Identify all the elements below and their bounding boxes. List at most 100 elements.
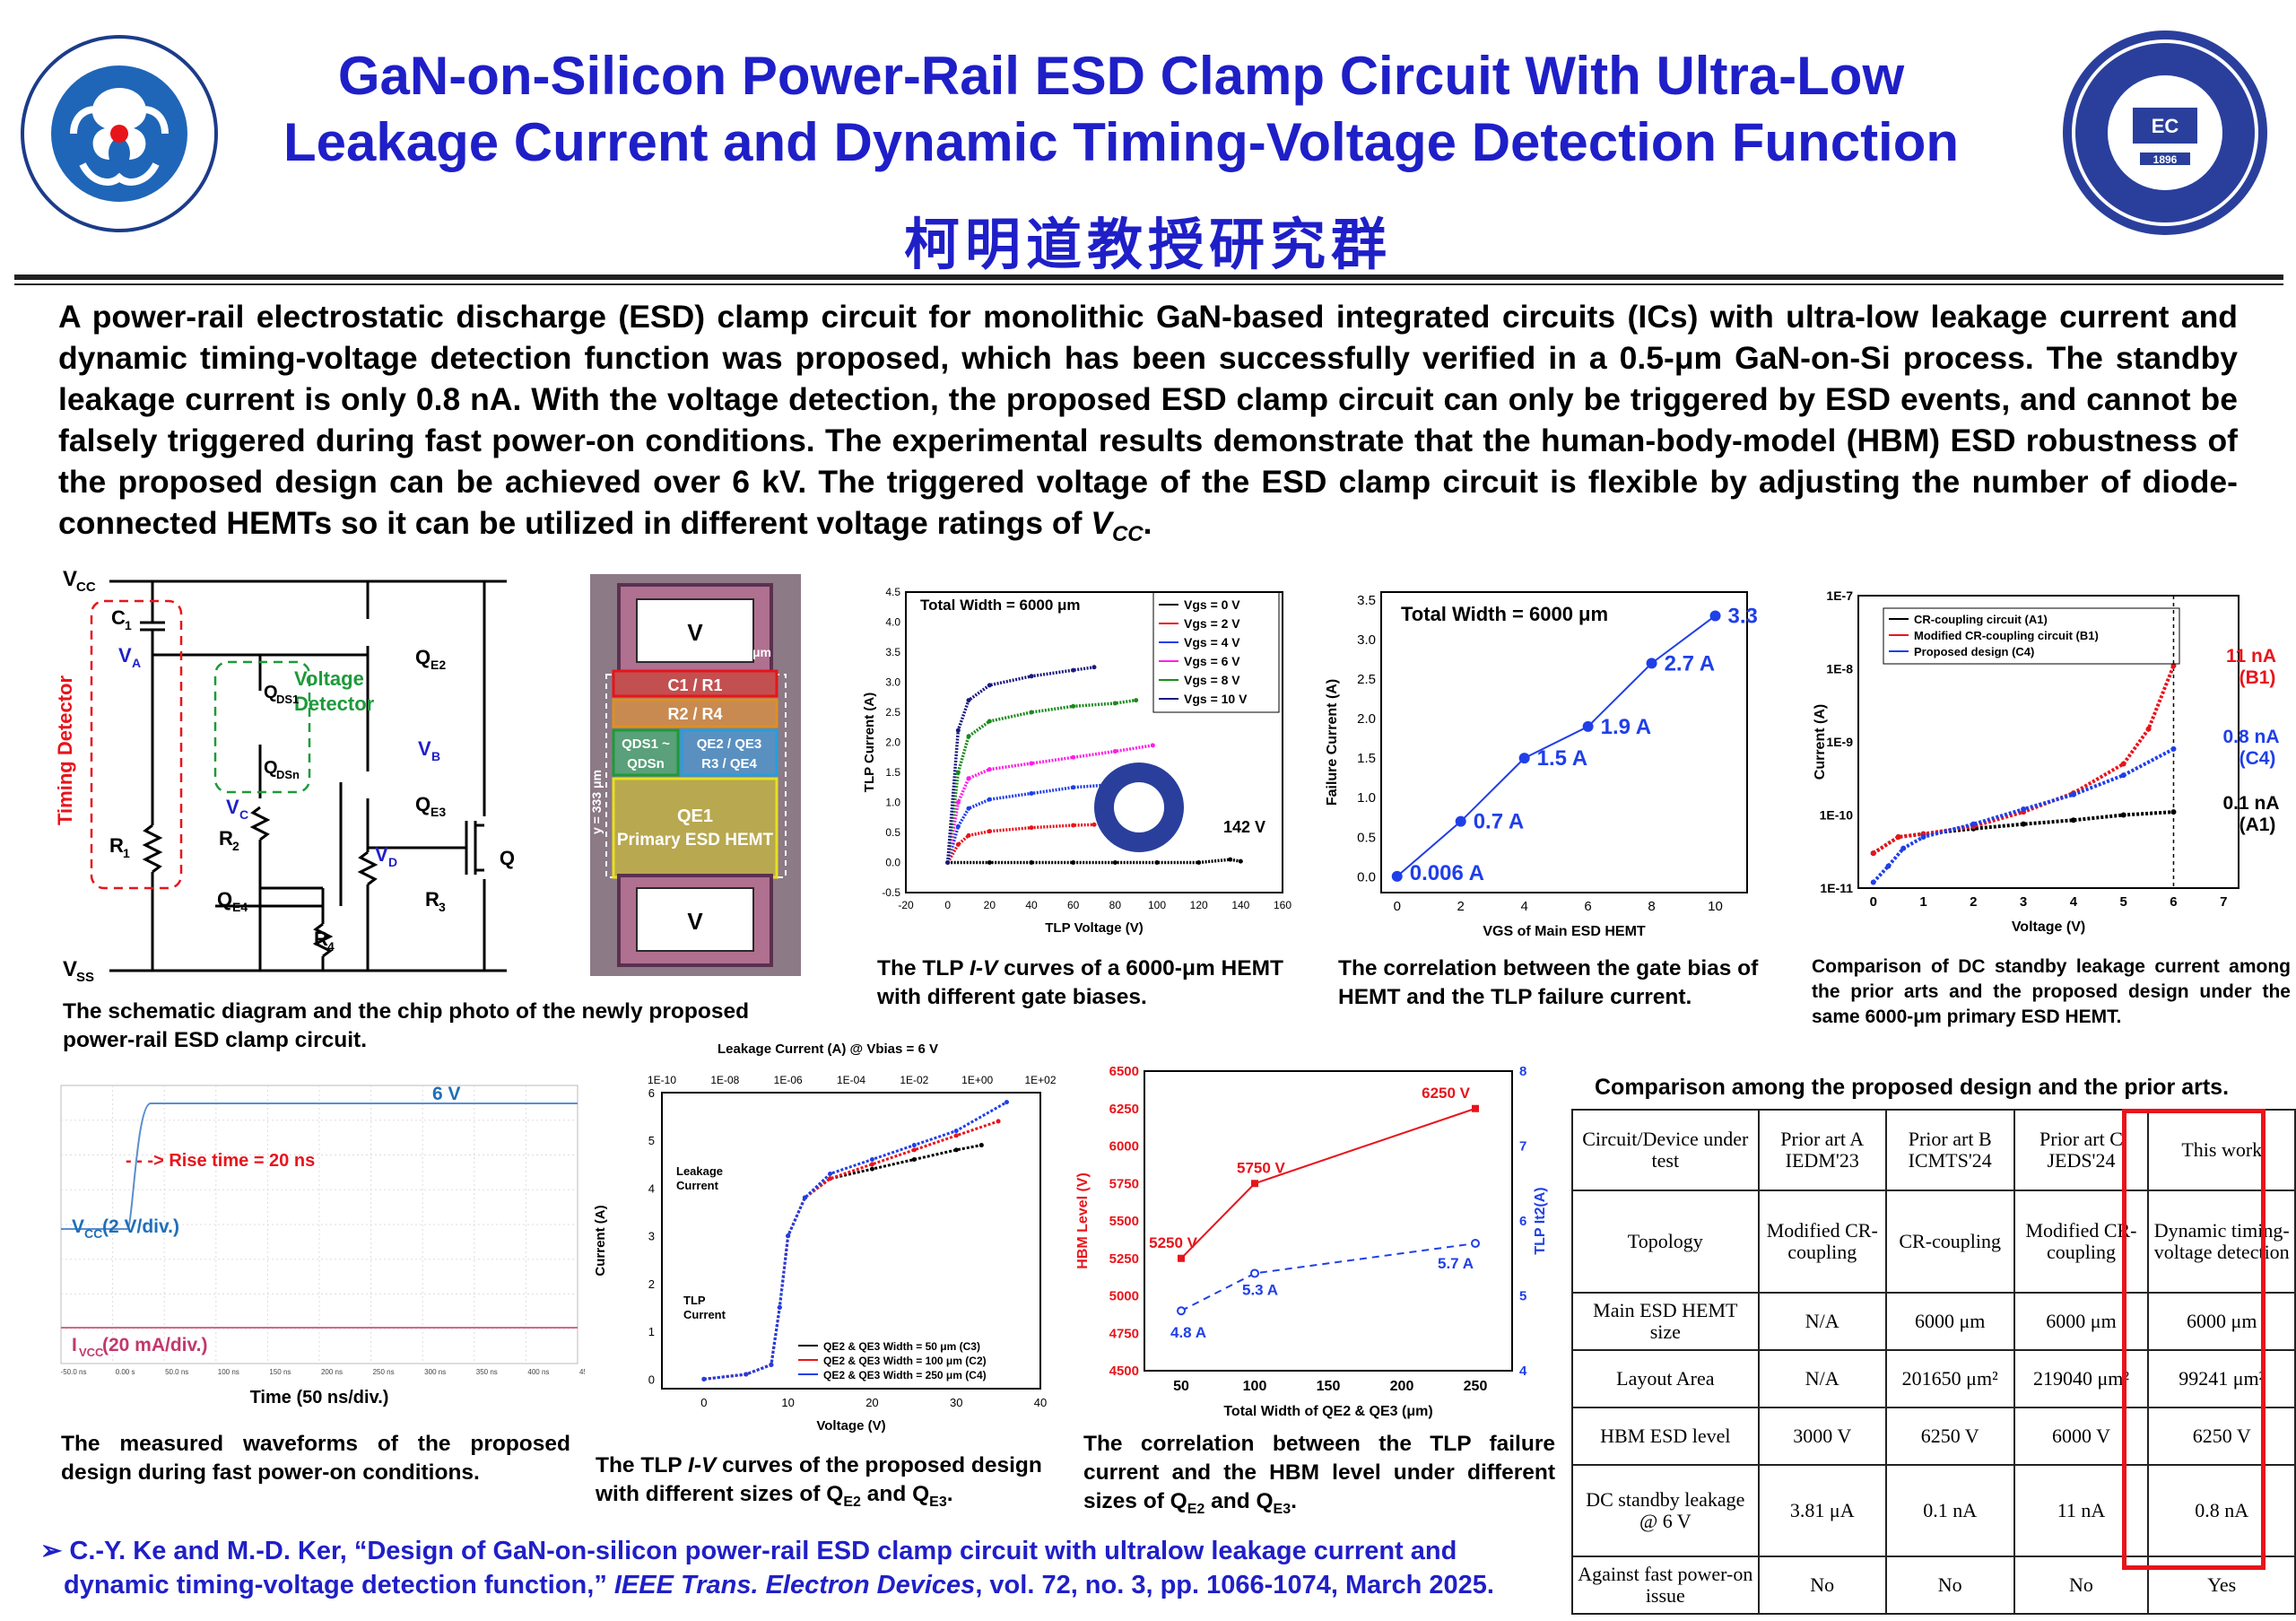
y-tick-label: 2.5: [1357, 672, 1376, 687]
abstract-text: A power-rail electrostatic discharge (ES…: [58, 299, 2238, 541]
data-point: [1029, 674, 1034, 679]
data-point: [777, 1305, 782, 1311]
data-label: 11 nA: [2226, 646, 2276, 667]
group-name: 柯明道教授研究群: [903, 212, 1392, 277]
data-point: [1391, 870, 1403, 882]
y-tick-label: 1E-10: [1820, 808, 1854, 823]
table-cell: DC standby leakage @ 6 V: [1571, 1464, 1760, 1557]
caption-failure: The correlation between the gate bias of…: [1338, 956, 1759, 1009]
data-point: [996, 1119, 1001, 1124]
svg-text:1896: 1896: [2153, 153, 2178, 166]
nycu-seal-icon: EC 1896: [2063, 31, 2267, 235]
legend-label: QE2 & QE3 Width = 50 μm (C3): [823, 1340, 980, 1353]
table-cell: 6000 μm: [1884, 1292, 2015, 1351]
plot-frame: [661, 1092, 1041, 1390]
data-point: [911, 1147, 917, 1153]
legend-label: CR-coupling circuit (A1): [1914, 613, 2048, 626]
data-point: [1029, 825, 1034, 831]
svg-text:1: 1: [125, 618, 132, 632]
y-tick-label: 3.0: [1357, 632, 1376, 648]
svg-text:R: R: [219, 827, 233, 850]
y-axis-label-left: HBM Level (V): [1075, 1172, 1091, 1269]
legend-label: QE2 & QE3 Width = 250 μm (C4): [823, 1369, 987, 1381]
table-cell: Modified CR-coupling: [1757, 1190, 1887, 1294]
top-tick-label: 1E+00: [961, 1074, 993, 1086]
y-axis-label: Failure Current (A): [1325, 679, 1340, 806]
data-point: [1112, 701, 1118, 706]
title-line-2: Leakage Current and Dynamic Timing-Volta…: [283, 112, 1960, 172]
x-tick-label: 4: [1520, 899, 1527, 914]
y-tick-label: 1.5: [885, 766, 900, 779]
abstract: A power-rail electrostatic discharge (ES…: [58, 299, 2238, 547]
reference-line-1: C.-Y. Ke and M.-D. Ker, “Design of GaN-o…: [69, 1537, 1457, 1565]
right-logo: EC 1896: [2059, 27, 2271, 239]
svg-text:1: 1: [123, 846, 130, 860]
top-tick-label: 1E-06: [774, 1074, 803, 1086]
data-point: [828, 1171, 833, 1176]
data-point: [2120, 772, 2126, 779]
chart-tlp-iv-sizes: Leakage Current (A) @ Vbias = 6 V 1E-10 1E…: [592, 1039, 1058, 1451]
y-tick-label-left: 6000: [1109, 1139, 1139, 1155]
svg-text:3: 3: [439, 900, 446, 914]
data-label: 0.006 A: [1410, 861, 1484, 885]
data-point: [987, 767, 992, 772]
data-point: [786, 1233, 791, 1239]
svg-text:C: C: [111, 606, 126, 629]
legend-label: Vgs = 8 V: [1184, 673, 1240, 687]
caption-schematic: The schematic diagram and the chip photo…: [63, 999, 750, 1052]
y-tick-label: 1E-11: [1820, 881, 1853, 895]
svg-text:C1 / R1: C1 / R1: [667, 676, 722, 694]
caption-tlp-iv: The TLP I-V curves of a 6000-μm HEMT wit…: [877, 956, 1283, 1009]
y-tick-label: 1E-9: [1826, 735, 1853, 749]
y-tick-label-left: 5000: [1109, 1289, 1139, 1304]
hbm-line: [1180, 1107, 1476, 1259]
y-tick-label: 4.0: [885, 616, 900, 629]
svg-text:Q: Q: [500, 847, 515, 869]
comparison-table: Circuit/Device under test Prior art A IED…: [1571, 1109, 2296, 1615]
page-title: GaN-on-Silicon Power-Rail ESD Clamp Circ…: [224, 43, 2018, 176]
data-point: [1920, 834, 1926, 841]
y-tick-label: 4: [648, 1181, 655, 1195]
x-axis-label: Total Width of QE2 & QE3 (μm): [1223, 1404, 1432, 1419]
plot-frame: [1380, 591, 1748, 893]
this-work-highlight: [2122, 1109, 2266, 1570]
table-cell: 6000 μm: [2013, 1292, 2150, 1351]
table-cell: 0.8 nA: [2147, 1464, 2296, 1557]
data-point: [1895, 834, 1901, 841]
data-point: [2120, 761, 2126, 767]
data-point: [1071, 785, 1076, 790]
data-point: [1238, 858, 1243, 864]
legend-box: [1152, 591, 1280, 713]
data-point: [2170, 809, 2177, 815]
x-tick-label: -50.0 ns: [61, 1368, 87, 1376]
data-label: 1.9 A: [1601, 715, 1651, 739]
y-tick-label: 5: [648, 1134, 655, 1147]
svg-text:EC: EC: [2152, 115, 2179, 137]
caption-waveform: The measured waveforms of the proposed d…: [61, 1432, 570, 1485]
data-point: [1196, 860, 1202, 865]
data-point: [1071, 860, 1076, 865]
x-axis-label: Voltage (V): [2012, 919, 2085, 935]
y-tick-label-left: 4750: [1109, 1326, 1139, 1341]
y-tick-label: 1.5: [1357, 751, 1376, 766]
hbm-point: [1472, 1104, 1479, 1112]
data-label: 5750 V: [1237, 1159, 1286, 1176]
y-tick-label-left: 6500: [1109, 1064, 1139, 1079]
vcc-trace: [61, 1102, 578, 1230]
x-tick-label: 3: [2020, 894, 2027, 910]
x-tick-label: 200 ns: [321, 1368, 343, 1376]
data-point: [701, 1376, 707, 1381]
svg-text:Q: Q: [217, 888, 232, 911]
svg-text:V: V: [375, 843, 388, 866]
data-point: [1150, 743, 1155, 748]
data-label: (C4): [2239, 748, 2276, 769]
annotation: V: [72, 1216, 84, 1237]
y-tick-label: 2.0: [1357, 711, 1376, 727]
table-cell: Circuit/Device under test: [1571, 1109, 1760, 1191]
data-point: [1029, 710, 1034, 715]
data-point: [955, 824, 961, 829]
y-tick-label: 1.0: [885, 797, 900, 809]
y-tick-label-left: 5500: [1109, 1214, 1139, 1229]
x-tick-label: 350 ns: [476, 1368, 498, 1376]
y-tick-label: 1E-7: [1826, 588, 1853, 603]
